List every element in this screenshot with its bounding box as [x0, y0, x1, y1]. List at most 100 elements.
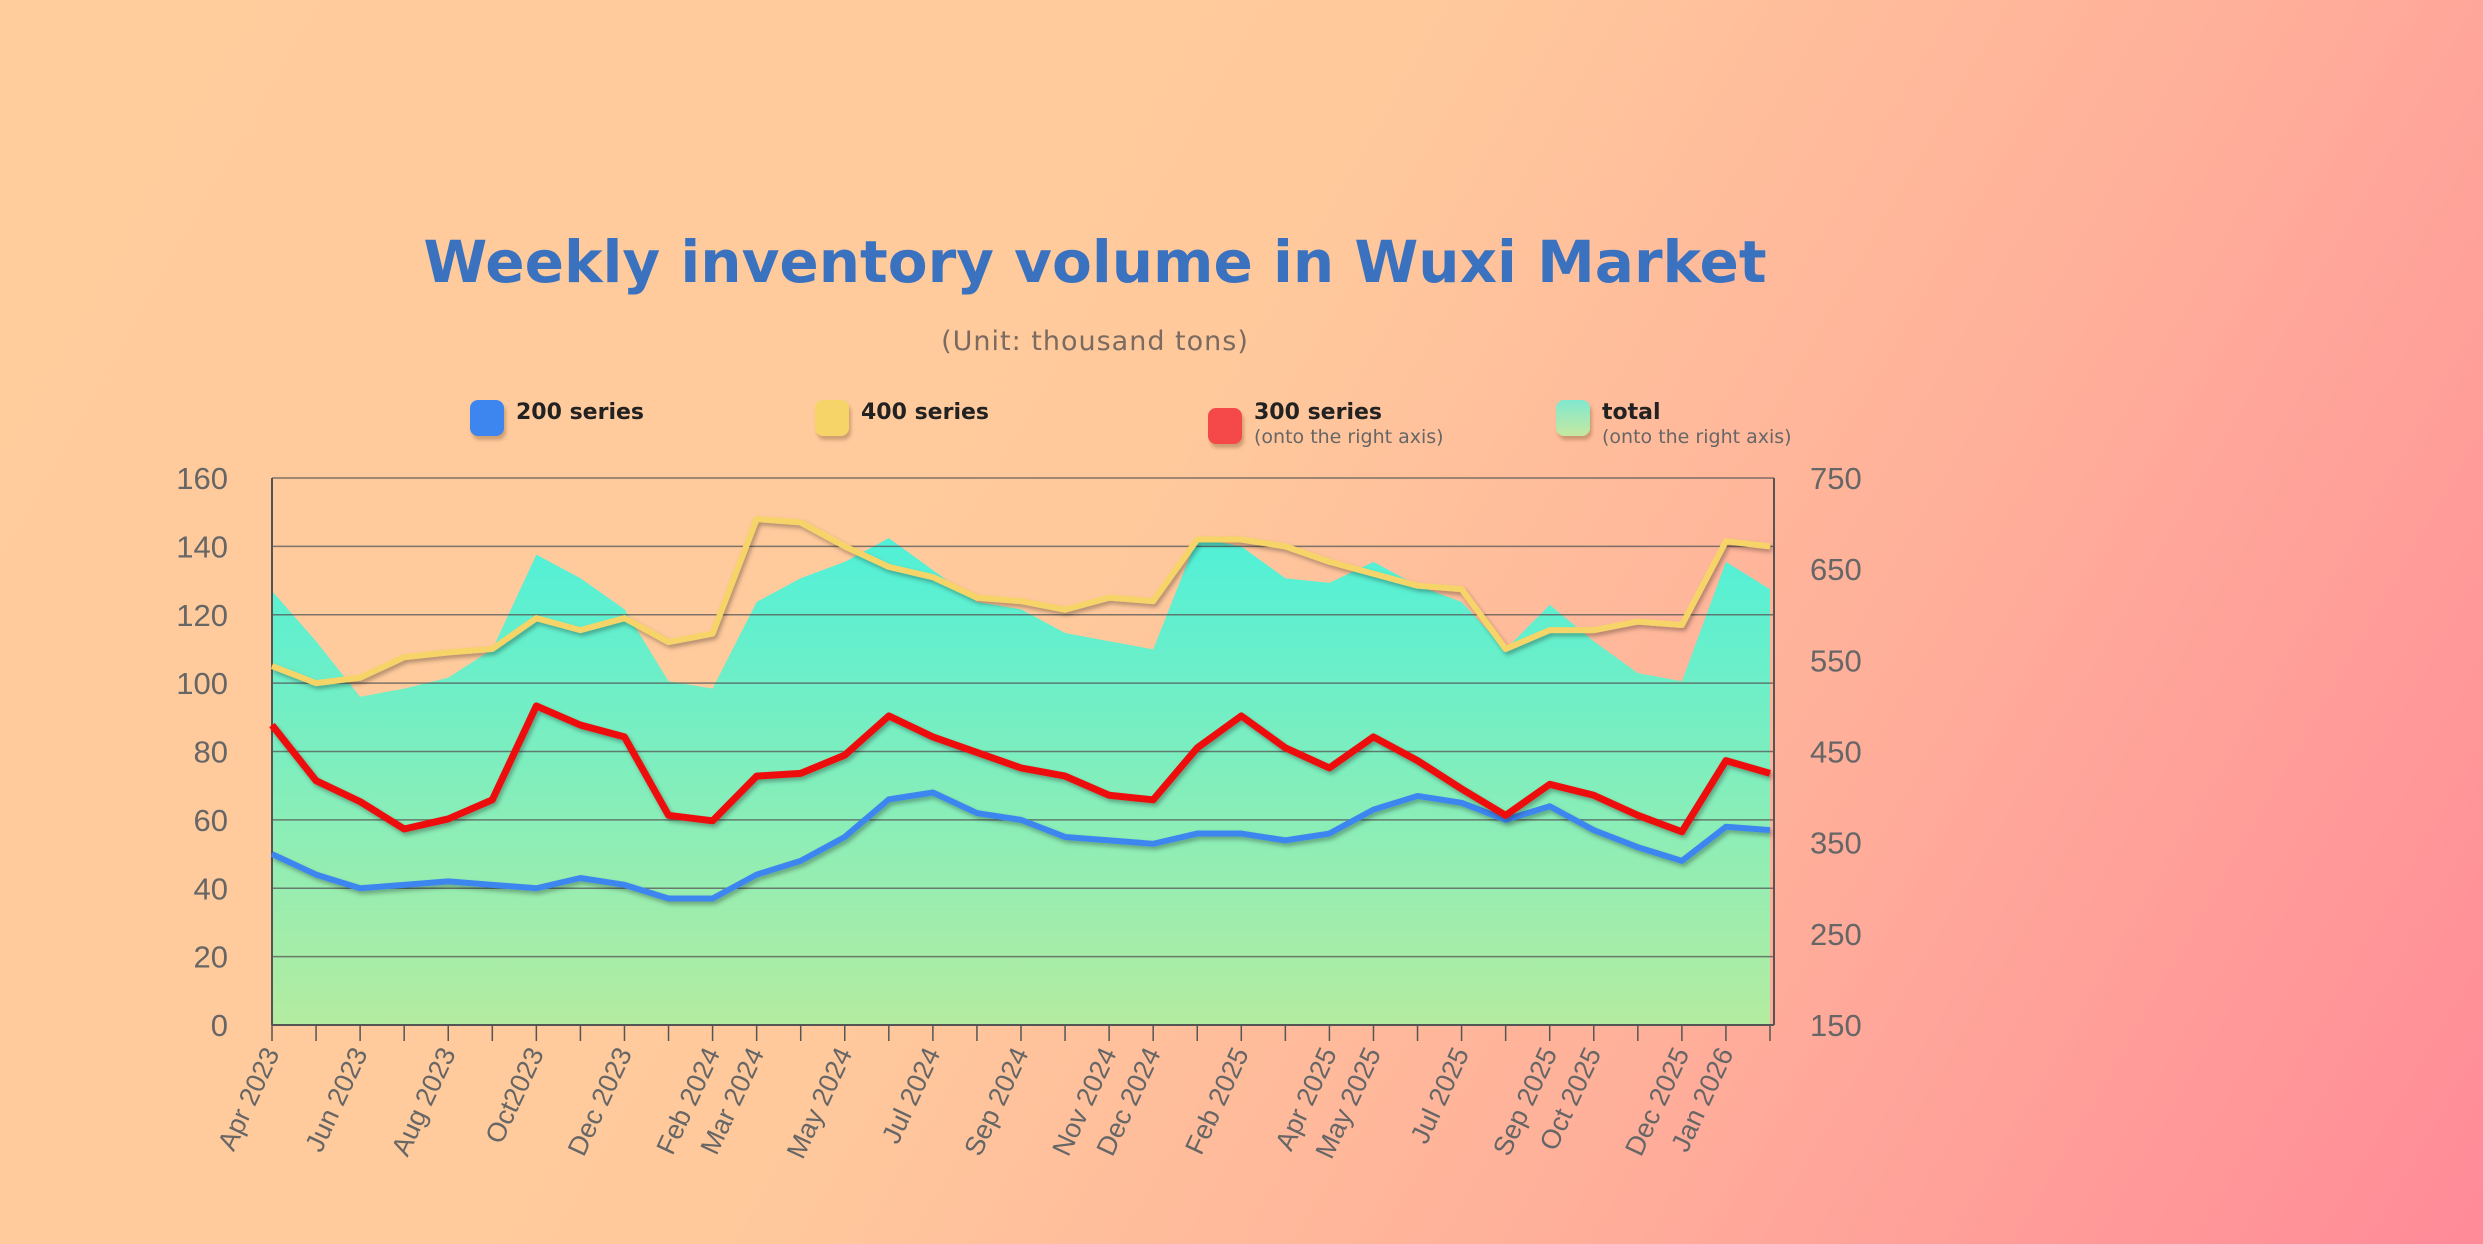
data-point — [1681, 624, 1683, 626]
data-point — [1328, 833, 1330, 835]
data-point — [1020, 600, 1022, 602]
data-point — [1240, 539, 1242, 541]
x-tick-label: Jul 2024 — [876, 1043, 946, 1148]
data-point — [800, 521, 802, 523]
data-point — [1549, 805, 1551, 807]
data-point — [1769, 772, 1771, 774]
data-point — [1549, 629, 1551, 631]
data-point — [447, 818, 449, 820]
legend-item-300-series[interactable]: 300 series (onto the right axis) — [1208, 400, 1444, 448]
data-point — [315, 682, 317, 684]
x-tick-label: Jul 2025 — [1405, 1043, 1475, 1148]
data-point — [271, 853, 273, 855]
data-point — [1328, 561, 1330, 563]
legend-label: total — [1602, 400, 1661, 425]
data-point — [1593, 829, 1595, 831]
data-point — [1593, 629, 1595, 631]
x-tick-label: Apr 2023 — [212, 1043, 286, 1155]
data-point — [359, 887, 361, 889]
data-point — [1417, 585, 1419, 587]
x-tick-label: May 2024 — [781, 1043, 858, 1163]
data-point — [447, 880, 449, 882]
data-point — [491, 884, 493, 886]
data-point — [932, 576, 934, 578]
data-point — [756, 518, 758, 520]
legend-item-total[interactable]: total (onto the right axis) — [1556, 400, 1792, 448]
y-left-tick-label: 140 — [176, 529, 228, 564]
y-left-tick-label: 0 — [211, 1008, 228, 1043]
data-point — [579, 629, 581, 631]
data-point — [668, 814, 670, 816]
data-point — [1284, 839, 1286, 841]
data-point — [668, 898, 670, 900]
y-left-tick-label: 20 — [194, 940, 228, 975]
data-point — [579, 724, 581, 726]
data-point — [1637, 814, 1639, 816]
y-right-tick-label: 550 — [1810, 643, 1862, 678]
data-point — [932, 792, 934, 794]
legend-swatch — [1556, 400, 1590, 436]
data-point — [315, 780, 317, 782]
data-point — [1769, 829, 1771, 831]
data-point — [1240, 715, 1242, 717]
data-point — [1681, 831, 1683, 833]
x-tick-label: Oct2023 — [479, 1043, 549, 1148]
data-point — [535, 617, 537, 619]
legend-label: 400 series — [861, 400, 990, 425]
data-point — [1505, 814, 1507, 816]
data-point — [403, 828, 405, 830]
data-point — [1284, 545, 1286, 547]
data-point — [800, 772, 802, 774]
data-point — [1505, 648, 1507, 650]
x-tick-label: Sep 2024 — [958, 1043, 1034, 1160]
data-point — [1725, 760, 1727, 762]
data-point — [1769, 545, 1771, 547]
y-right-tick-label: 750 — [1810, 461, 1862, 496]
legend-item-400-series[interactable]: 400 series — [815, 400, 989, 436]
data-point — [271, 665, 273, 667]
data-point — [712, 820, 714, 822]
data-point — [1108, 597, 1110, 599]
data-point — [1681, 860, 1683, 862]
x-tick-label: Aug 2023 — [386, 1043, 462, 1160]
data-point — [1152, 843, 1154, 845]
data-point — [1417, 795, 1419, 797]
data-point — [359, 677, 361, 679]
y-left-tick-label: 160 — [176, 461, 228, 496]
legend-sublabel: (onto the right axis) — [1602, 426, 1792, 448]
data-point — [535, 705, 537, 707]
legend-swatch — [1208, 408, 1242, 444]
data-point — [1328, 767, 1330, 769]
data-point — [1417, 760, 1419, 762]
data-point — [1240, 833, 1242, 835]
data-point — [403, 884, 405, 886]
legend-label: 300 series — [1254, 400, 1383, 425]
series-area-total — [272, 538, 1770, 1025]
data-point — [1108, 839, 1110, 841]
data-point — [1461, 588, 1463, 590]
y-right-tick-label: 350 — [1810, 826, 1862, 861]
data-point — [888, 566, 890, 568]
data-point — [315, 874, 317, 876]
data-point — [1108, 794, 1110, 796]
data-point — [491, 648, 493, 650]
data-point — [1196, 539, 1198, 541]
y-left-tick-label: 40 — [194, 871, 228, 906]
data-point — [1461, 788, 1463, 790]
data-point — [844, 836, 846, 838]
y-right-tick-label: 650 — [1810, 552, 1862, 587]
legend-item-200-series[interactable]: 200 series — [470, 400, 644, 436]
y-left-tick-label: 120 — [176, 598, 228, 633]
data-point — [712, 898, 714, 900]
data-point — [756, 775, 758, 777]
data-point — [1725, 826, 1727, 828]
x-tick-label: Feb 2025 — [1179, 1043, 1254, 1159]
data-point — [976, 751, 978, 753]
data-point — [623, 884, 625, 886]
legend-sublabel: (onto the right axis) — [1254, 426, 1444, 448]
chart-subtitle: (Unit: thousand tons) — [941, 326, 1249, 357]
y-left-tick-label: 80 — [194, 735, 228, 770]
data-point — [403, 656, 405, 658]
y-left-tick-label: 60 — [194, 803, 228, 838]
